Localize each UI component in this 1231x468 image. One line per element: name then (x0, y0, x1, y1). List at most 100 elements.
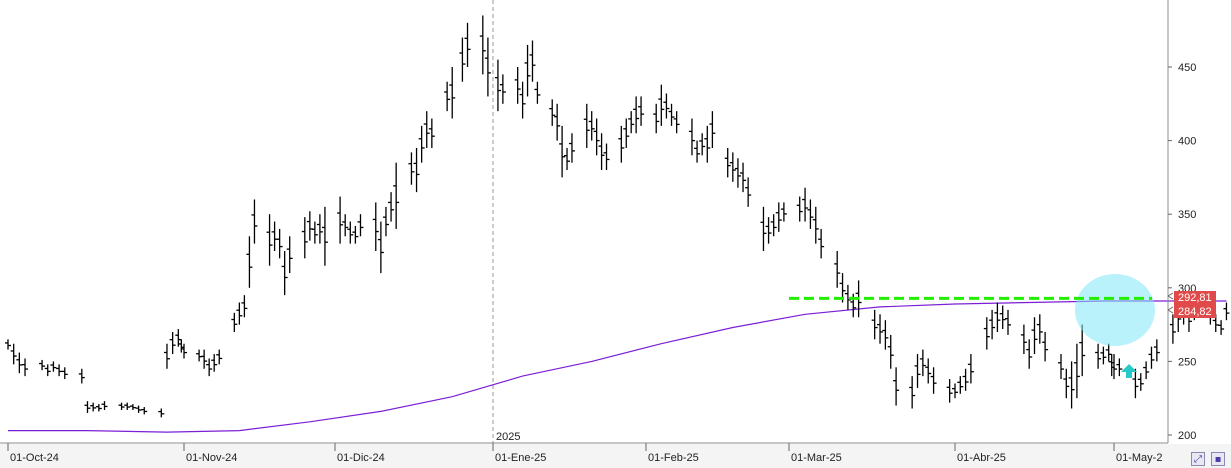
chart-toolbar: ⤢ ▪ (1191, 452, 1225, 466)
price-bar (169, 331, 176, 355)
price-bar (628, 111, 635, 134)
price-bar (342, 214, 349, 237)
price-bar (549, 99, 556, 126)
price-bar (216, 349, 223, 365)
price-bar (494, 59, 501, 112)
price-bar (909, 376, 916, 409)
price-bar (1218, 320, 1225, 335)
highlight-ellipse (1075, 274, 1155, 346)
y-tick-label: 250 (1178, 356, 1196, 368)
price-bar (770, 214, 777, 237)
price-bar (734, 158, 741, 188)
price-bar (603, 143, 610, 171)
price-bar (740, 162, 747, 193)
price-bar (78, 368, 85, 384)
x-tick-label: 01-Mar-25 (791, 452, 842, 464)
price-bar (598, 133, 605, 171)
price-bar (946, 379, 953, 403)
up-arrow-icon (1121, 364, 1137, 378)
price-bar (479, 15, 486, 75)
price-bar (871, 309, 878, 340)
price-bar (1031, 317, 1038, 355)
price-bar (694, 140, 701, 163)
price-bar (39, 359, 46, 371)
price-bar (925, 358, 932, 384)
price-bar (337, 196, 344, 244)
price-bar (930, 367, 937, 394)
price-bar (196, 349, 203, 362)
price-bar (301, 217, 308, 259)
price-bar (464, 22, 471, 67)
price-bar (428, 118, 435, 148)
price-bar (882, 320, 889, 350)
price-bar (877, 314, 884, 344)
price-bar (61, 367, 68, 380)
price-bar (118, 402, 125, 410)
price-bar (1036, 314, 1043, 344)
price-bar (957, 376, 964, 394)
zoom-icon[interactable]: ⤢ (1191, 452, 1205, 466)
price-bar (372, 202, 379, 251)
price-bar (760, 206, 767, 251)
save-icon[interactable]: ▪ (1211, 452, 1225, 466)
price-bar (1137, 373, 1144, 391)
x-tick-label: 01-Nov-24 (186, 452, 237, 464)
price-bar (962, 368, 969, 391)
price-bar (593, 118, 600, 156)
price-bar (158, 408, 165, 418)
price-bar (231, 312, 238, 332)
x-tick-label: 01-Ene-25 (495, 452, 546, 464)
price-bar (281, 251, 288, 296)
price-bar (1026, 339, 1033, 369)
price-bar (50, 361, 57, 372)
price-bar (211, 354, 218, 372)
price-bar (668, 103, 675, 126)
y-tick-label: 450 (1178, 62, 1196, 74)
price-bar (559, 125, 566, 178)
price-bar (377, 221, 384, 274)
price-bar (524, 44, 531, 97)
price-bar (1132, 368, 1139, 399)
price-bar (699, 133, 706, 156)
price-bar (919, 349, 926, 377)
price-tag-ma-label: 284,82 (1178, 306, 1212, 318)
price-bar (999, 305, 1006, 330)
price-tag-last (1174, 291, 1216, 304)
price-bar (95, 404, 102, 412)
price-pointer-icon (1167, 306, 1174, 314)
price-bar (5, 339, 11, 350)
price-bar (914, 354, 921, 388)
price-bar (393, 162, 400, 229)
price-bar (181, 343, 187, 359)
price-bar (1068, 361, 1075, 409)
price-bar (413, 147, 420, 193)
price-bars-layer (5, 15, 1230, 418)
price-bar (812, 206, 819, 244)
price-bar (459, 37, 466, 82)
price-bar (1153, 339, 1160, 362)
price-bar (1100, 346, 1107, 365)
price-bar (135, 405, 142, 413)
price-bar (983, 317, 990, 350)
price-bar (236, 302, 243, 325)
price-bar (887, 334, 894, 369)
price-bar (1095, 343, 1102, 369)
price-bar (1058, 354, 1064, 380)
price-bar (1148, 346, 1155, 369)
y-tick-label: 350 (1178, 209, 1196, 221)
x-tick-label: 01-May-2 (1116, 452, 1162, 464)
overlay-layer (789, 274, 1155, 378)
price-bar (709, 111, 716, 148)
price-bar (967, 354, 974, 384)
price-bar (663, 93, 670, 119)
price-bar (623, 118, 630, 148)
price-bar (241, 295, 248, 318)
price-bar (618, 125, 625, 163)
price-bar (206, 358, 213, 377)
price-bar (141, 407, 148, 415)
x-tick-label: 01-Abr-25 (957, 452, 1006, 464)
price-pointer-icon (1167, 292, 1174, 300)
price-bar (529, 40, 536, 82)
y-tick-label: 200 (1178, 430, 1196, 442)
price-bar (1143, 361, 1150, 380)
